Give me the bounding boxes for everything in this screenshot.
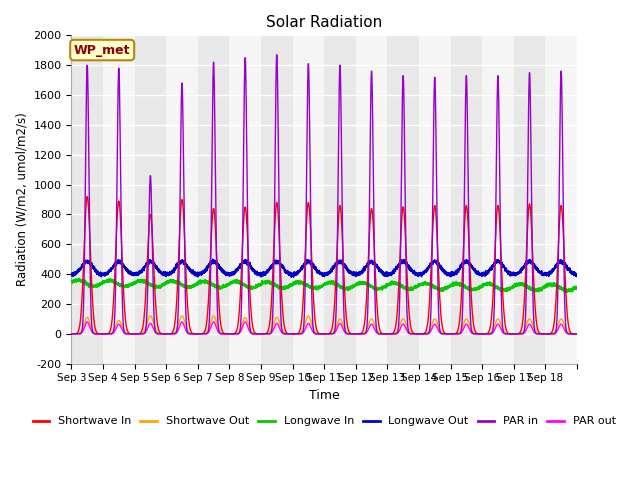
Y-axis label: Radiation (W/m2, umol/m2/s): Radiation (W/m2, umol/m2/s) (15, 113, 28, 287)
Bar (261, 36, 292, 364)
Bar (72, 36, 103, 364)
Bar (387, 36, 419, 364)
Legend: Shortwave In, Shortwave Out, Longwave In, Longwave Out, PAR in, PAR out: Shortwave In, Shortwave Out, Longwave In… (28, 412, 620, 431)
Bar (166, 36, 198, 364)
Text: WP_met: WP_met (74, 44, 131, 57)
X-axis label: Time: Time (308, 389, 340, 402)
Bar (356, 36, 387, 364)
Bar (514, 36, 545, 364)
Bar (229, 36, 261, 364)
Bar (198, 36, 229, 364)
Bar (419, 36, 451, 364)
Bar (134, 36, 166, 364)
Bar (103, 36, 134, 364)
Title: Solar Radiation: Solar Radiation (266, 15, 382, 30)
Bar (545, 36, 577, 364)
Bar (324, 36, 356, 364)
Bar (292, 36, 324, 364)
Bar (451, 36, 482, 364)
Bar (482, 36, 514, 364)
